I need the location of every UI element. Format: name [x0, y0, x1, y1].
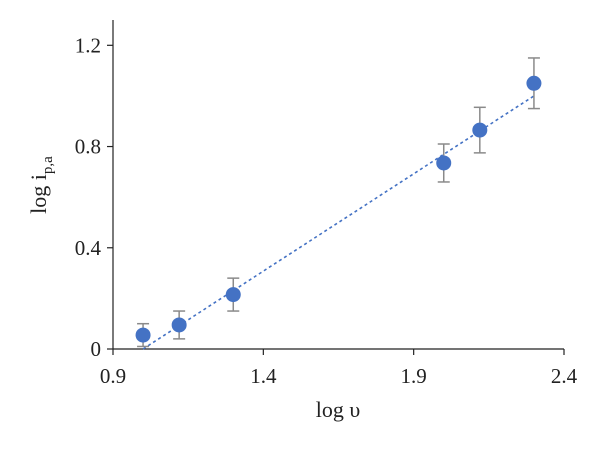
- y-tick-label: 1.2: [75, 33, 101, 57]
- x-tick-label: 1.9: [401, 364, 427, 388]
- data-point: [526, 75, 542, 91]
- y-tick-label: 0.4: [75, 236, 102, 260]
- x-ticks: 0.9 1.4 1.9 2.4: [100, 349, 578, 388]
- y-axis-title: log ip,a: [26, 156, 56, 214]
- x-tick-label: 1.4: [250, 364, 277, 388]
- data-point: [436, 155, 452, 171]
- y-ticks: 0 0.4 0.8 1.2: [75, 33, 113, 361]
- data-point: [135, 327, 151, 343]
- data-point: [171, 317, 187, 333]
- y-tick-label: 0.8: [75, 135, 101, 159]
- data-point: [225, 287, 241, 303]
- y-axis-title-subscript: p,a: [40, 156, 56, 174]
- y-tick-label: 0: [91, 337, 102, 361]
- axes: [112, 20, 564, 350]
- x-tick-label: 2.4: [551, 364, 578, 388]
- error-bars: [137, 57, 540, 348]
- x-axis-title: log υ: [316, 397, 361, 422]
- data-point: [472, 122, 488, 138]
- x-tick-label: 0.9: [100, 364, 126, 388]
- data-points: [135, 75, 542, 343]
- y-axis-title-main: log i: [26, 174, 51, 214]
